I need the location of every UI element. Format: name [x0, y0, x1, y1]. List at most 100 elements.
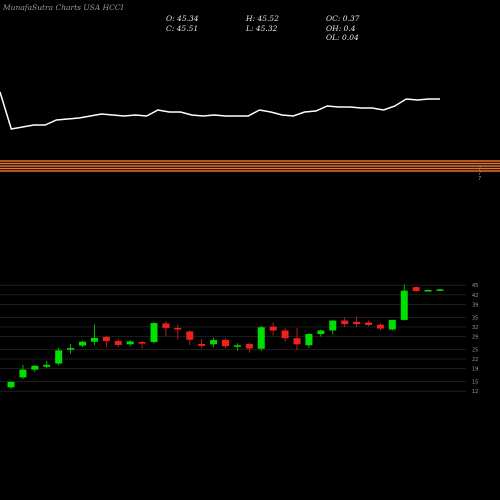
candle [102, 335, 110, 348]
candle-body [388, 319, 396, 330]
candle-body [269, 326, 277, 331]
low-value: L: 45.32 [246, 23, 278, 33]
y-tick-label: 32 [472, 325, 478, 331]
candle [365, 320, 372, 327]
open-value: O: 45.34 [166, 14, 199, 23]
candle [388, 319, 396, 331]
y-tick-label: 42 [472, 293, 478, 299]
candle [7, 381, 15, 389]
candle [31, 365, 39, 373]
oc-value: OC: 0.37 [326, 14, 360, 23]
watermark: MunafaSutra Charts USA HCCI [3, 3, 124, 12]
candle [269, 322, 277, 336]
y-axis-ticks: 12 15 19 22 25 29 32 35 39 42 45 [472, 283, 478, 395]
candle-body [198, 343, 206, 346]
candle [341, 317, 349, 327]
candle [305, 333, 313, 349]
ohlc-open-close: O: 45.34 C: 45.51 [166, 14, 199, 33]
candlesticks [7, 284, 444, 389]
price-gridlines [0, 284, 466, 392]
high-value: H: 45.52 [246, 14, 279, 23]
y-tick-label: 22 [472, 357, 478, 363]
candle [67, 343, 75, 354]
candle-body [281, 330, 289, 339]
close-value: C: 45.51 [166, 23, 199, 33]
ohlc-high-low: H: 45.52 L: 45.32 [246, 14, 279, 33]
y-tick-label: 39 [472, 302, 478, 308]
candle [436, 289, 444, 291]
y-tick-label: 29 [472, 335, 478, 341]
candle-body [293, 338, 301, 345]
candle-body [43, 364, 51, 367]
candle-body [55, 350, 63, 364]
candle-body [102, 336, 110, 342]
candle-body [233, 345, 241, 347]
candle-body [353, 321, 361, 325]
candle [162, 321, 170, 337]
candle-body [376, 324, 384, 329]
candle [126, 340, 134, 347]
candle-body [90, 337, 98, 342]
candle [293, 327, 301, 351]
candle-body [138, 342, 146, 344]
price-line [0, 91, 440, 130]
candle-body [162, 323, 170, 328]
y-tick-label: 25 [472, 347, 478, 353]
candle [222, 338, 229, 349]
candle [257, 325, 265, 351]
price-bands [0, 160, 500, 172]
candle-body [186, 331, 194, 340]
candle [317, 329, 325, 337]
candle [281, 328, 289, 342]
candle [114, 338, 122, 348]
candle [174, 324, 182, 340]
oh-value: OH: 0.4 [326, 23, 356, 33]
candle [150, 322, 158, 344]
candle-body [305, 334, 313, 346]
candle [186, 330, 194, 345]
candle-body [114, 341, 122, 345]
candle [19, 364, 27, 380]
candle-body [245, 343, 253, 349]
band-axis-label: 7 7 7 [478, 166, 481, 182]
candle-body [31, 365, 39, 370]
y-tick-label: 12 [472, 389, 478, 395]
candle [43, 360, 51, 369]
band-tick: 7 [478, 176, 481, 182]
band-tick: 7 [478, 171, 481, 177]
candle [79, 340, 86, 348]
candle-body [365, 322, 372, 326]
candle-body [412, 287, 420, 291]
candle-body [79, 341, 86, 346]
candle-body [210, 340, 218, 345]
candle-body [329, 320, 337, 331]
candle [400, 284, 408, 321]
candle-body [424, 290, 432, 292]
candle [210, 337, 218, 348]
candle [376, 323, 384, 331]
candle-body [317, 330, 325, 335]
y-tick-label: 35 [472, 315, 478, 321]
y-tick-label: 19 [472, 367, 478, 373]
candle [138, 340, 146, 349]
candle-body [257, 327, 265, 349]
candle [353, 316, 361, 327]
candle-body [126, 341, 134, 345]
y-tick-label: 45 [472, 283, 478, 289]
ol-value: OL: 0.04 [326, 33, 359, 42]
candle-body [19, 369, 27, 378]
candle-body [67, 348, 75, 350]
candle-body [150, 323, 158, 343]
band-tick: 7 [478, 166, 481, 172]
y-tick-label: 15 [472, 380, 478, 386]
candle [233, 343, 241, 351]
candle [90, 324, 98, 346]
candle [329, 320, 337, 335]
candle [412, 286, 420, 292]
candle [55, 347, 63, 366]
candle-body [400, 290, 408, 320]
candle [198, 338, 206, 349]
candle-body [174, 327, 182, 330]
candle [245, 342, 253, 353]
